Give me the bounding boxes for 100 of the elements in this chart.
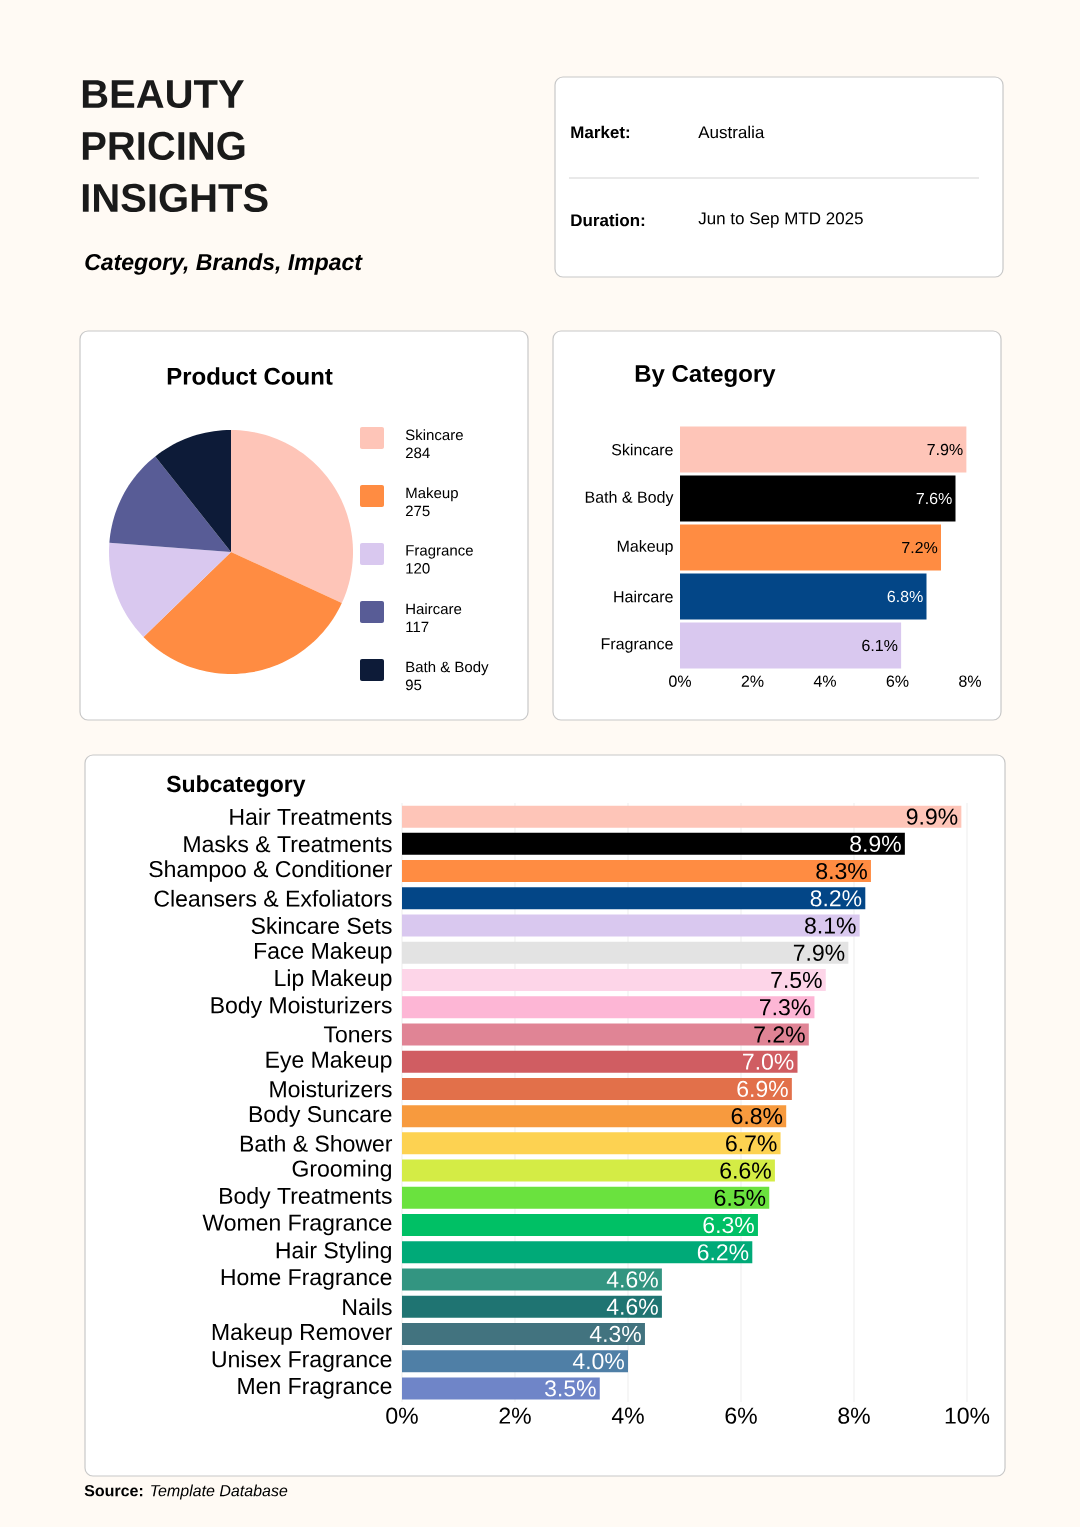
data-label: 7.2% bbox=[902, 541, 938, 554]
data-label: 7.3% bbox=[760, 999, 811, 1016]
bar bbox=[402, 1132, 781, 1155]
data-label: 6.2% bbox=[697, 1244, 749, 1261]
y-tick-label: Skincare bbox=[611, 443, 673, 456]
y-tick-label: Lip Makeup bbox=[275, 969, 392, 991]
bar bbox=[402, 914, 860, 937]
y-tick-label: Women Fragrance bbox=[202, 1214, 392, 1236]
data-label: 6.6% bbox=[720, 1162, 771, 1179]
y-tick-label: Bath & Shower bbox=[240, 1134, 393, 1152]
data-label: 117 bbox=[406, 621, 429, 633]
y-tick-label: Masks & Treatments bbox=[184, 835, 392, 853]
legend-label: Fragrance bbox=[406, 545, 473, 559]
data-label: 7.5% bbox=[771, 971, 822, 989]
x-tick-label: 4% bbox=[813, 675, 836, 687]
y-tick-label: Haircare bbox=[614, 590, 673, 603]
bar bbox=[402, 1186, 770, 1209]
x-tick-label: 0% bbox=[669, 675, 691, 687]
bar bbox=[680, 573, 927, 620]
data-label: 6.7% bbox=[726, 1135, 777, 1152]
legend-label: Haircare bbox=[406, 603, 462, 615]
bar bbox=[402, 1241, 753, 1264]
y-tick-label: Hair Treatments bbox=[230, 808, 392, 826]
y-tick-label: Bath & Body bbox=[585, 491, 674, 506]
y-tick-label: Body Suncare bbox=[249, 1105, 392, 1127]
y-tick-label: Men Fragrance bbox=[238, 1378, 392, 1399]
x-tick-label: 2% bbox=[499, 1407, 531, 1424]
data-label: 7.9% bbox=[793, 944, 845, 961]
y-tick-label: Unisex Fragrance bbox=[212, 1350, 392, 1372]
text: BEAUTY PRICING INSIGHTS bbox=[82, 80, 268, 213]
data-label: 6.8% bbox=[887, 590, 923, 603]
bar bbox=[402, 1105, 787, 1128]
legend-label: Makeup bbox=[406, 487, 458, 502]
y-tick-label: Makeup bbox=[617, 540, 673, 555]
y-tick-label: Makeup Remover bbox=[212, 1323, 393, 1345]
y-tick-label: Grooming bbox=[292, 1159, 391, 1182]
bar bbox=[402, 1350, 628, 1373]
bar bbox=[402, 996, 815, 1019]
chart-title: By Category bbox=[635, 365, 776, 387]
bar bbox=[680, 524, 941, 571]
x-tick-label: 0% bbox=[386, 1407, 418, 1424]
data-label: 9.9% bbox=[906, 808, 958, 825]
x-tick-label: 4% bbox=[611, 1407, 644, 1424]
data-label: 7.6% bbox=[916, 492, 952, 505]
bar bbox=[680, 475, 956, 522]
x-tick-label: 8% bbox=[838, 1407, 870, 1424]
bar bbox=[680, 426, 967, 473]
y-tick-label: Fragrance bbox=[601, 638, 673, 653]
y-tick-label: Hair Styling bbox=[276, 1241, 391, 1263]
data-label: 4.3% bbox=[589, 1325, 641, 1343]
y-tick-label: Eye Makeup bbox=[266, 1050, 392, 1073]
text: Australia bbox=[698, 125, 765, 139]
x-tick-label: 2% bbox=[741, 675, 764, 687]
data-label: 8.2% bbox=[810, 890, 862, 907]
data-label: 7.0% bbox=[743, 1053, 794, 1070]
data-label: 7.9% bbox=[927, 443, 963, 456]
bar bbox=[402, 832, 905, 855]
text: Jun to Sep MTD 2025 bbox=[698, 212, 863, 228]
data-label: 6.1% bbox=[862, 639, 898, 652]
data-label: 4.6% bbox=[606, 1298, 658, 1315]
y-tick-label: Body Moisturizers bbox=[211, 996, 392, 1018]
bar bbox=[402, 1377, 600, 1400]
y-tick-label: Toners bbox=[323, 1026, 392, 1043]
data-label: 6.9% bbox=[737, 1080, 788, 1098]
data-label: 8.9% bbox=[850, 835, 901, 852]
data-label: 120 bbox=[406, 563, 430, 574]
bar bbox=[402, 1214, 758, 1237]
legend-label: Bath & Body bbox=[406, 661, 489, 676]
y-tick-label: Home Fragrance bbox=[221, 1269, 392, 1290]
text: Category, Brands, Impact bbox=[85, 253, 363, 275]
y-tick-label: Cleansers & Exfoliators bbox=[154, 889, 392, 907]
x-tick-label: 6% bbox=[725, 1407, 757, 1424]
y-tick-label: Moisturizers bbox=[270, 1080, 392, 1098]
data-label: 7.2% bbox=[754, 1026, 805, 1043]
bar bbox=[402, 860, 871, 883]
bar bbox=[402, 1050, 798, 1073]
text: Market: bbox=[571, 125, 630, 139]
chart-title: Product Count bbox=[167, 367, 333, 385]
y-tick-label: Nails bbox=[343, 1298, 392, 1316]
bar bbox=[402, 1077, 792, 1100]
data-label: 4.0% bbox=[572, 1353, 624, 1370]
bar bbox=[402, 1159, 775, 1182]
bar bbox=[402, 1023, 809, 1046]
data-label: 284 bbox=[405, 447, 430, 459]
data-label: 95 bbox=[405, 679, 422, 691]
data-label: 6.5% bbox=[714, 1189, 766, 1206]
x-tick-label: 6% bbox=[886, 675, 909, 687]
chart-title: Subcategory bbox=[166, 775, 306, 797]
bar bbox=[402, 1322, 645, 1345]
data-label: 275 bbox=[405, 505, 430, 517]
data-label: 8.1% bbox=[805, 917, 856, 934]
bar bbox=[402, 1268, 662, 1291]
legend-label: Skincare bbox=[405, 429, 463, 441]
data-label: 8.3% bbox=[816, 862, 867, 880]
text: Source: Template Database bbox=[84, 1484, 288, 1500]
data-label: 4.6% bbox=[606, 1271, 658, 1288]
bar bbox=[402, 969, 826, 991]
text: Duration: bbox=[571, 213, 645, 227]
data-label: 6.8% bbox=[731, 1108, 783, 1125]
y-tick-label: Skincare Sets bbox=[251, 917, 392, 934]
